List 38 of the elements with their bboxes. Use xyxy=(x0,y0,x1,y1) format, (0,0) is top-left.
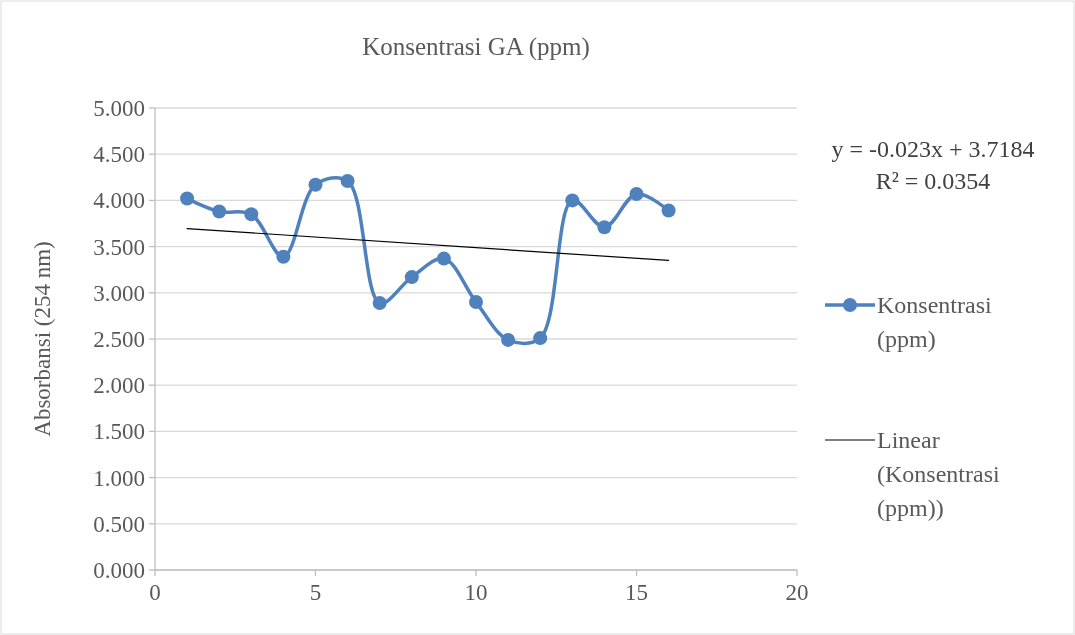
y-tick-label: 5.000 xyxy=(93,96,145,122)
x-tick-label: 0 xyxy=(149,580,161,605)
y-tick-label: 0.000 xyxy=(93,558,145,584)
point xyxy=(533,331,548,346)
point xyxy=(276,249,291,264)
point xyxy=(501,332,516,347)
y-tick-label: 3.000 xyxy=(93,280,145,306)
y-tick-label: 2.500 xyxy=(93,327,145,353)
legend-label: Linear (Konsentrasi (ppm)) xyxy=(877,427,1000,521)
point xyxy=(436,251,451,266)
x-tick-label: 20 xyxy=(785,580,809,605)
chart-title: Konsentrasi GA (ppm) xyxy=(362,33,590,61)
point xyxy=(244,207,259,222)
x-tick-label: 10 xyxy=(464,580,488,605)
y-tick-label: 1.000 xyxy=(93,465,145,491)
point xyxy=(469,295,483,310)
y-tick-label: 2.000 xyxy=(93,373,145,399)
point xyxy=(597,220,612,235)
point xyxy=(340,174,355,188)
point xyxy=(629,186,644,201)
text: R² = 0.0354 xyxy=(875,168,991,194)
y-tick-label: 4.500 xyxy=(93,142,145,168)
y-tick-label: 4.000 xyxy=(93,188,145,214)
point xyxy=(565,193,580,208)
point xyxy=(308,177,323,192)
y-tick-label: 0.500 xyxy=(93,511,145,537)
point xyxy=(180,191,195,206)
text: y = -0.023x + 3.7184 xyxy=(831,136,1035,162)
legend-label: Konsentrasi (ppm) xyxy=(877,292,992,352)
y-axis-title: Absorbansi (254 nm) xyxy=(30,241,55,437)
x-tick-label: 5 xyxy=(309,580,322,605)
point xyxy=(212,204,227,219)
y-tick-label: 3.500 xyxy=(93,234,145,260)
point xyxy=(661,203,676,218)
point xyxy=(372,295,387,310)
y-tick-label: 1.500 xyxy=(93,419,145,445)
point xyxy=(404,270,419,285)
x-tick-label: 15 xyxy=(625,580,648,605)
